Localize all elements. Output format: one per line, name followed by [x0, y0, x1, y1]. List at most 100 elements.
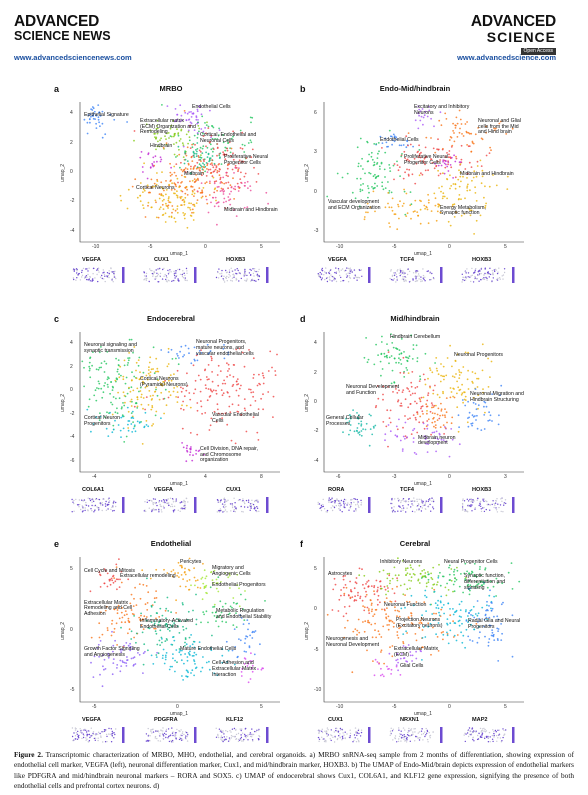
- cell-point: [495, 595, 497, 597]
- feature-point: [326, 735, 328, 737]
- y-tick-label: -5: [70, 687, 75, 694]
- feature-point: [406, 507, 408, 509]
- cell-point: [83, 118, 86, 121]
- feature-point: [324, 278, 326, 281]
- cell-point: [178, 648, 181, 650]
- axis-line: [79, 332, 280, 473]
- feature-point: [84, 509, 86, 512]
- cell-point: [170, 189, 173, 191]
- feature-point: [85, 729, 87, 731]
- feature-point: [412, 272, 415, 274]
- left-url-link[interactable]: www.advancedsciencenews.com: [14, 53, 132, 62]
- cell-point: [352, 409, 354, 411]
- cell-point: [215, 202, 218, 205]
- cell-point: [439, 211, 442, 214]
- feature-point: [320, 273, 323, 275]
- feature-point: [100, 735, 102, 737]
- cell-point: [168, 390, 170, 393]
- cell-point: [464, 399, 467, 401]
- feature-point: [233, 275, 235, 277]
- cell-point: [458, 371, 461, 373]
- feature-point: [222, 731, 224, 734]
- cell-point: [180, 128, 183, 131]
- cell-point: [425, 596, 428, 599]
- cell-point: [400, 363, 403, 365]
- feature-point: [475, 278, 478, 280]
- cell-point: [410, 612, 413, 615]
- cell-point: [89, 357, 91, 360]
- cell-point: [155, 388, 157, 391]
- feature-point: [85, 504, 88, 506]
- right-url-link[interactable]: www.advancedscience.com: [457, 53, 556, 62]
- cell-point: [433, 404, 436, 407]
- cell-point: [438, 203, 440, 206]
- cell-point: [129, 390, 132, 393]
- cell-point: [208, 194, 211, 196]
- cell-point: [421, 108, 424, 110]
- feature-point: [462, 509, 464, 511]
- cell-point: [234, 185, 237, 188]
- feature-point: [318, 738, 321, 740]
- cell-point: [433, 619, 435, 621]
- cell-point: [209, 109, 211, 112]
- cell-point: [420, 396, 423, 399]
- cell-point: [444, 416, 447, 418]
- cell-point: [387, 587, 389, 589]
- cell-point: [437, 148, 440, 151]
- feature-point: [424, 735, 426, 738]
- cell-point: [147, 649, 149, 652]
- cell-point: [452, 203, 454, 206]
- feature-point: [78, 273, 80, 275]
- cell-point: [131, 400, 133, 403]
- feature-point: [344, 737, 346, 740]
- cell-point: [192, 219, 195, 221]
- feature-point: [102, 731, 104, 733]
- cell-point: [243, 619, 246, 621]
- y-tick-label: 6: [314, 110, 317, 117]
- cell-point: [190, 185, 193, 188]
- cell-point: [140, 403, 143, 406]
- feature-point: [360, 729, 363, 731]
- feature-point: [495, 507, 497, 509]
- feature-point: [92, 278, 94, 280]
- cell-point: [244, 658, 247, 660]
- feature-point: [182, 739, 184, 741]
- cell-point: [500, 623, 502, 625]
- cell-point: [159, 156, 162, 159]
- cell-point: [183, 110, 186, 112]
- cell-point: [460, 371, 463, 374]
- feature-point: [355, 741, 358, 743]
- feature-point: [222, 278, 224, 280]
- cell-point: [176, 128, 178, 131]
- feature-point: [330, 729, 332, 731]
- cell-point: [171, 211, 173, 214]
- cell-point: [241, 351, 244, 354]
- cell-point: [132, 657, 135, 659]
- feature-plot: [145, 727, 197, 743]
- feature-point: [332, 736, 334, 738]
- cell-point: [227, 181, 230, 184]
- cell-point: [155, 201, 157, 204]
- cell-point: [475, 408, 478, 411]
- cell-point: [132, 421, 134, 423]
- x-tick-label: -4: [92, 474, 97, 480]
- panel-c: c Endocerebral -4 0 4 8 4 2 0 -2 -4 -6 umap_1 umap_2 N…: [54, 314, 286, 514]
- cell-point: [101, 136, 104, 139]
- cell-point: [434, 362, 436, 364]
- cell-point: [392, 391, 394, 393]
- cell-point: [186, 168, 189, 170]
- cell-point: [202, 172, 204, 174]
- feature-point: [93, 511, 95, 513]
- cell-point: [131, 648, 134, 650]
- cell-point: [126, 613, 128, 616]
- feature-point: [100, 504, 102, 506]
- cell-point: [182, 629, 185, 631]
- cell-point: [460, 573, 462, 575]
- feature-point: [87, 741, 90, 743]
- feature-point: [223, 281, 226, 283]
- cell-point: [228, 572, 231, 575]
- cell-point: [99, 673, 101, 676]
- cell-point: [97, 116, 100, 119]
- feature-plot: [72, 267, 125, 283]
- feature-point: [425, 734, 427, 736]
